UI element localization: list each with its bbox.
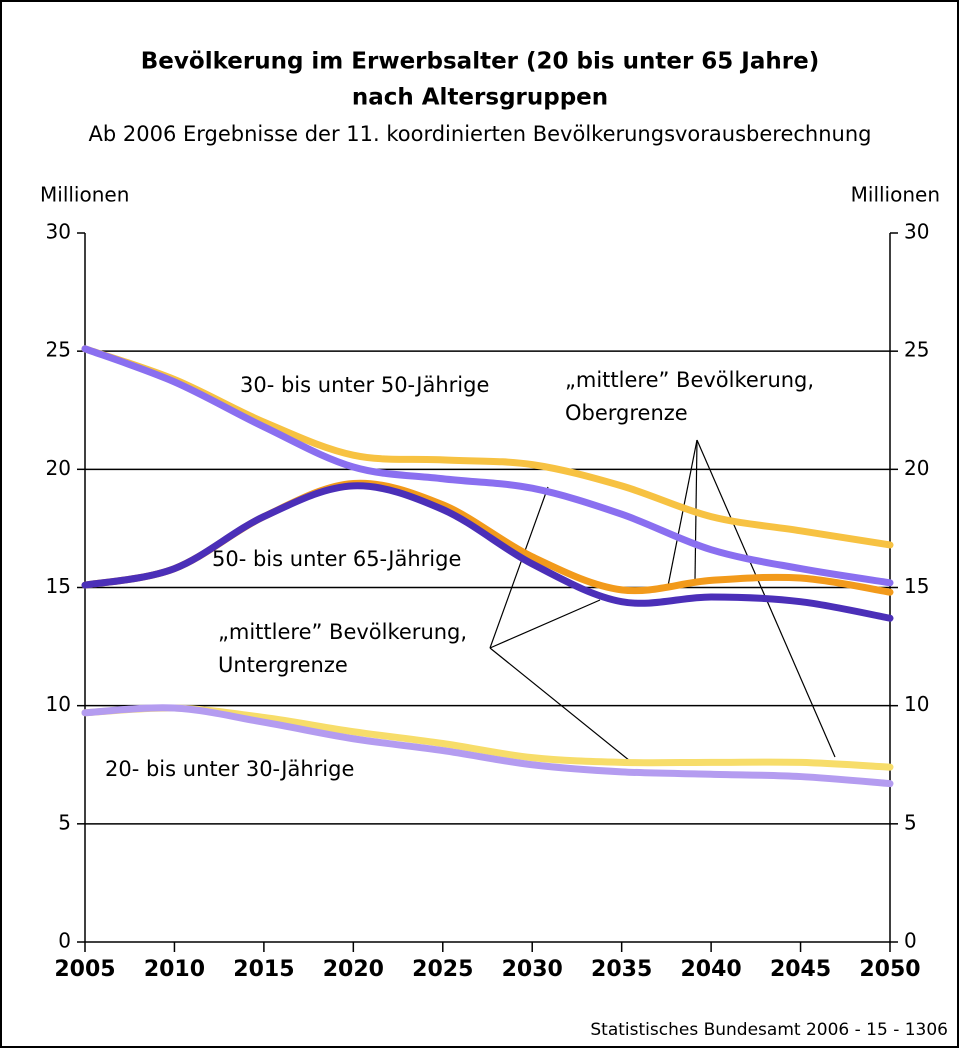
- series-line: [81, 704, 894, 788]
- x-tick-label: 2030: [502, 957, 563, 982]
- x-tick-label: 2050: [859, 957, 920, 982]
- y-tick-label: 0: [58, 929, 71, 953]
- chart-title: Bevölkerung im Erwerbsalter (20 bis unte…: [141, 49, 819, 75]
- y-tick-label: 5: [58, 810, 71, 834]
- y2-tick-label: 0: [904, 929, 917, 953]
- y-tick-label: 10: [46, 692, 71, 716]
- y2-tick-label: 10: [904, 692, 929, 716]
- x-tick-label: 2035: [591, 957, 652, 982]
- annotation: Obergrenze: [565, 401, 688, 425]
- annotation: „mittlere” Bevölkerung,: [565, 368, 814, 392]
- x-tick-label: 2010: [144, 957, 205, 982]
- y2-tick-label: 30: [904, 220, 929, 244]
- x-tick-label: 2005: [54, 957, 115, 982]
- annotation: Untergrenze: [218, 653, 348, 677]
- y2-tick-label: 15: [904, 574, 929, 598]
- chart-subtitle: Ab 2006 Ergebnisse der 11. koordinierten…: [88, 122, 871, 146]
- y-tick-label: 15: [46, 574, 71, 598]
- x-tick-label: 2025: [412, 957, 473, 982]
- annotation: „mittlere” Bevölkerung,: [218, 620, 467, 644]
- y2-tick-label: 25: [904, 338, 929, 362]
- y2-tick-label: 20: [904, 456, 929, 480]
- chart-title: nach Altersgruppen: [352, 85, 608, 111]
- x-tick-label: 2020: [323, 957, 384, 982]
- annotation: 30- bis unter 50-Jährige: [240, 373, 489, 397]
- y-axis-label: Millionen: [40, 183, 129, 207]
- x-tick-label: 2045: [770, 957, 831, 982]
- series-line: [81, 345, 894, 587]
- x-tick-label: 2015: [233, 957, 294, 982]
- annotation: 50- bis unter 65-Jährige: [212, 547, 461, 571]
- y-tick-label: 20: [46, 456, 71, 480]
- y2-tick-label: 5: [904, 810, 917, 834]
- x-tick-label: 2040: [680, 957, 741, 982]
- source: Statistisches Bundesamt 2006 - 15 - 1306: [590, 1020, 948, 1040]
- series-line: [81, 482, 894, 622]
- y-tick-label: 30: [46, 220, 71, 244]
- y2-axis-label: Millionen: [851, 183, 940, 207]
- annotation: 20- bis unter 30-Jährige: [105, 757, 354, 781]
- y-tick-label: 25: [46, 338, 71, 362]
